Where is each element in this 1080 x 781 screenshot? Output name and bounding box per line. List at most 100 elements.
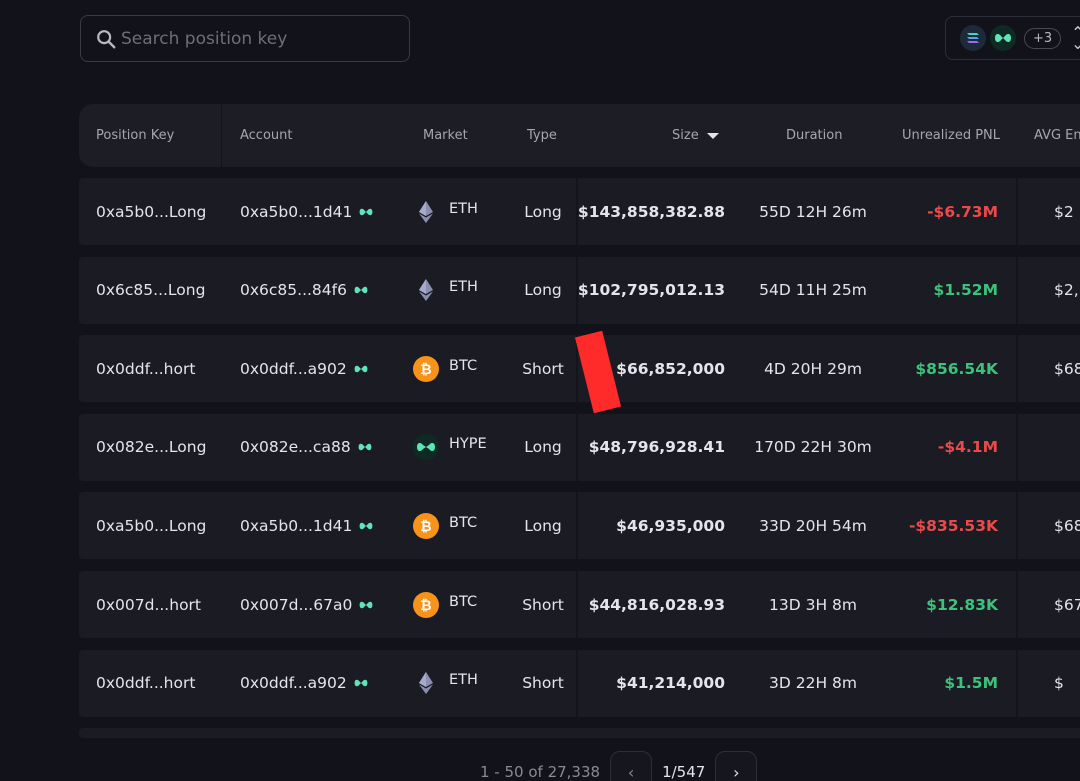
- table-row[interactable]: 0x6c85...Long 0x6c85...84f6 ETH Long $102,79…: [79, 256, 1080, 324]
- market-label: BTC: [449, 357, 478, 374]
- table-row[interactable]: 0x082e...Long 0x082e...ca88 HYPE Long $48,79…: [79, 413, 1080, 481]
- size-cell: $143,858,382.88: [577, 202, 725, 221]
- col-market[interactable]: Market: [423, 128, 468, 143]
- duration-cell: 170D 22H 30m: [754, 438, 872, 457]
- position-key[interactable]: 0x082e...Long: [96, 438, 207, 457]
- market-cell: ETH: [413, 257, 478, 324]
- eth-icon: [413, 670, 439, 696]
- position-key[interactable]: 0x007d...hort: [96, 595, 201, 614]
- type-cell: Short: [522, 595, 564, 614]
- duration-cell: 55D 12H 26m: [759, 202, 867, 221]
- position-key[interactable]: 0xa5b0...Long: [96, 516, 207, 535]
- chevron-left-icon: ‹: [627, 762, 635, 781]
- account-cell[interactable]: 0xa5b0...1d41: [240, 492, 374, 559]
- svg-text:₿: ₿: [420, 362, 431, 378]
- account-cell[interactable]: 0x007d...67a0: [240, 571, 374, 638]
- col-size[interactable]: Size: [672, 128, 719, 143]
- avg-entry-cell: $2,: [1054, 281, 1079, 300]
- chain-selector[interactable]: +3 ⌃ ⌄: [945, 16, 1080, 60]
- market-label: HYPE: [449, 436, 487, 453]
- col-avg-entry[interactable]: AVG Ent: [1034, 128, 1080, 143]
- header-divider: [221, 104, 222, 167]
- table-row[interactable]: [79, 728, 1080, 739]
- market-cell: ₿ BTC: [413, 335, 477, 402]
- market-cell: ₿ BTC: [413, 571, 477, 638]
- prev-page-button[interactable]: ‹: [610, 751, 653, 781]
- search-input[interactable]: [121, 28, 401, 49]
- account-address: 0x082e...ca88: [240, 438, 351, 457]
- position-key[interactable]: 0x6c85...Long: [96, 281, 206, 300]
- unrealized-pnl-cell: $1.5M: [944, 674, 998, 693]
- table-row[interactable]: 0xa5b0...Long 0xa5b0...1d41 ETH Long $143,85…: [79, 178, 1080, 245]
- type-cell: Long: [524, 438, 562, 457]
- type-cell: Long: [524, 202, 562, 221]
- duration-cell: 4D 20H 29m: [764, 359, 862, 378]
- market-label: BTC: [449, 514, 478, 531]
- size-cell: $102,795,012.13: [577, 281, 725, 300]
- row-divider: [576, 649, 578, 717]
- table-row[interactable]: 0x0ddf...hort 0x0ddf...a902 ETH Short $41,21…: [79, 649, 1080, 717]
- btc-icon: ₿: [413, 512, 439, 539]
- col-position-key[interactable]: Position Key: [96, 128, 175, 143]
- table-row[interactable]: 0x007d...hort 0x007d...67a0 ₿ BTC Short $44,8…: [79, 571, 1080, 638]
- position-key[interactable]: 0x0ddf...hort: [96, 674, 196, 693]
- type-cell: Short: [522, 674, 564, 693]
- unrealized-pnl-cell: -$4.1M: [937, 438, 998, 457]
- market-cell: ETH: [413, 178, 478, 245]
- market-label: ETH: [449, 279, 478, 296]
- account-cell[interactable]: 0x6c85...84f6: [240, 257, 369, 324]
- row-divider: [1016, 492, 1018, 560]
- solana-chain-icon: [960, 25, 986, 51]
- size-cell: $66,852,000: [616, 359, 725, 378]
- account-cell[interactable]: 0x0ddf...a902: [240, 335, 369, 402]
- duration-cell: 33D 20H 54m: [759, 516, 867, 535]
- col-duration[interactable]: Duration: [786, 128, 843, 143]
- table-row[interactable]: 0xa5b0...Long 0xa5b0...1d41 ₿ BTC Long $46,93…: [79, 492, 1080, 560]
- hyperliquid-icon: [353, 677, 369, 689]
- row-divider: [576, 571, 578, 638]
- hyperliquid-icon: [357, 441, 373, 453]
- pagination-range: 1 - 50 of 27,338: [480, 763, 601, 781]
- search-icon: [97, 29, 116, 48]
- account-cell[interactable]: 0x082e...ca88: [240, 414, 373, 481]
- account-cell[interactable]: 0xa5b0...1d41: [240, 178, 374, 245]
- pagination: 1 - 50 of 27,338 ‹ 1/547 ›: [480, 751, 758, 781]
- eth-icon: [413, 277, 439, 303]
- account-address: 0x007d...67a0: [240, 595, 353, 614]
- account-cell[interactable]: 0x0ddf...a902: [240, 650, 369, 717]
- page-indicator: 1/547: [662, 763, 706, 781]
- row-divider: [1016, 335, 1018, 403]
- duration-cell: 54D 11H 25m: [759, 281, 867, 300]
- sort-desc-icon: [706, 132, 719, 139]
- hyperliquid-chain-icon: [990, 25, 1016, 51]
- col-unrealized-pnl[interactable]: Unrealized PNL: [902, 128, 1001, 143]
- size-cell: $48,796,928.41: [588, 438, 725, 457]
- account-address: 0x0ddf...a902: [240, 359, 347, 378]
- market-cell: HYPE: [413, 414, 487, 481]
- chevron-updown-icon: ⌃ ⌄: [1071, 22, 1080, 53]
- avg-entry-cell: $67: [1054, 595, 1080, 614]
- unrealized-pnl-cell: $12.83K: [926, 595, 998, 614]
- svg-text:₿: ₿: [420, 519, 431, 535]
- btc-icon: ₿: [413, 591, 439, 618]
- search-box[interactable]: [80, 15, 410, 62]
- size-cell: $41,214,000: [616, 674, 725, 693]
- row-divider: [1016, 178, 1018, 245]
- unrealized-pnl-cell: -$835.53K: [908, 516, 998, 535]
- market-label: BTC: [449, 593, 478, 610]
- chevron-right-icon: ›: [733, 762, 740, 781]
- position-key[interactable]: 0xa5b0...Long: [96, 202, 207, 221]
- hyperliquid-icon: [353, 284, 369, 296]
- table-header: Position Key Account Market Type Size Du…: [79, 104, 1080, 167]
- row-divider: [1016, 413, 1018, 481]
- avg-entry-cell: $: [1054, 674, 1064, 693]
- col-account[interactable]: Account: [240, 128, 293, 143]
- hyperliquid-icon: [353, 363, 369, 375]
- next-page-button[interactable]: ›: [715, 751, 758, 781]
- market-cell: ETH: [413, 650, 478, 717]
- col-type[interactable]: Type: [527, 128, 557, 143]
- avg-entry-cell: $2: [1054, 202, 1074, 221]
- unrealized-pnl-cell: $856.54K: [915, 359, 998, 378]
- position-key[interactable]: 0x0ddf...hort: [96, 359, 196, 378]
